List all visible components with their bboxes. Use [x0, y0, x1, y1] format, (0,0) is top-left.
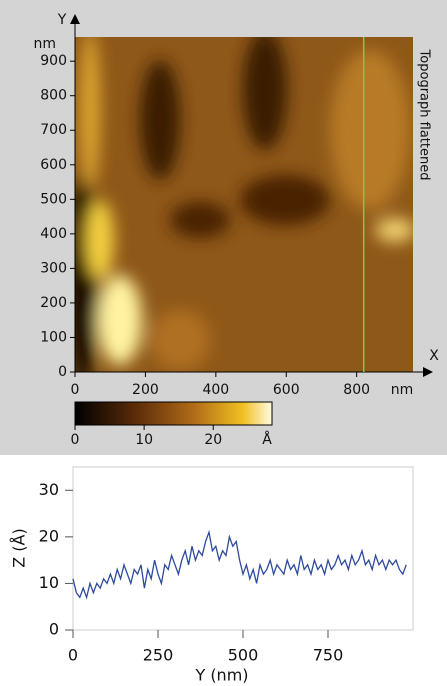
- side-label: Topograph flattened: [417, 49, 432, 181]
- y-tick-label: 900: [40, 53, 67, 69]
- y-unit: nm: [33, 36, 56, 52]
- topograph-image: [75, 37, 413, 372]
- profile-y-label: Z (Å): [10, 528, 29, 567]
- y-tick-label: 30: [39, 480, 59, 499]
- y-tick-label: 700: [40, 122, 67, 138]
- colorbar-tick-label: 20: [204, 432, 222, 448]
- y-tick-label: 200: [40, 295, 67, 311]
- x-unit: nm: [391, 382, 414, 398]
- colorbar-tick-label: 0: [71, 432, 80, 448]
- y-tick-label: 800: [40, 88, 67, 104]
- y-tick-label: 0: [49, 620, 59, 639]
- y-tick-label: 400: [40, 226, 67, 242]
- y-tick-label: 300: [40, 260, 67, 276]
- colorbar-unit: Å: [262, 431, 272, 448]
- profile-line: [72, 529, 407, 600]
- y-axis-label: Y: [57, 12, 67, 28]
- x-tick-label: 600: [273, 382, 300, 398]
- y-tick-label: 0: [58, 364, 67, 380]
- x-tick-label: 200: [132, 382, 159, 398]
- x-tick-label: 0: [71, 382, 80, 398]
- y-tick-label: 500: [40, 191, 67, 207]
- profile-x-label: Y (nm): [194, 666, 248, 685]
- x-tick-label: 800: [343, 382, 370, 398]
- x-tick-label: 250: [143, 646, 174, 665]
- y-arrow: [70, 14, 80, 24]
- y-tick-label: 10: [39, 573, 59, 592]
- y-tick-label: 100: [40, 329, 67, 345]
- colorbar: [74, 401, 273, 426]
- y-tick-label: 20: [39, 526, 59, 545]
- x-tick-label: 0: [68, 646, 78, 665]
- x-axis-label: X: [429, 348, 439, 364]
- x-tick-label: 400: [202, 382, 229, 398]
- x-arrow: [423, 367, 433, 377]
- x-tick-label: 500: [228, 646, 259, 665]
- y-tick-label: 600: [40, 157, 67, 173]
- profile-frame: [72, 466, 414, 631]
- colorbar-tick-label: 10: [135, 432, 153, 448]
- x-tick-label: 750: [313, 646, 344, 665]
